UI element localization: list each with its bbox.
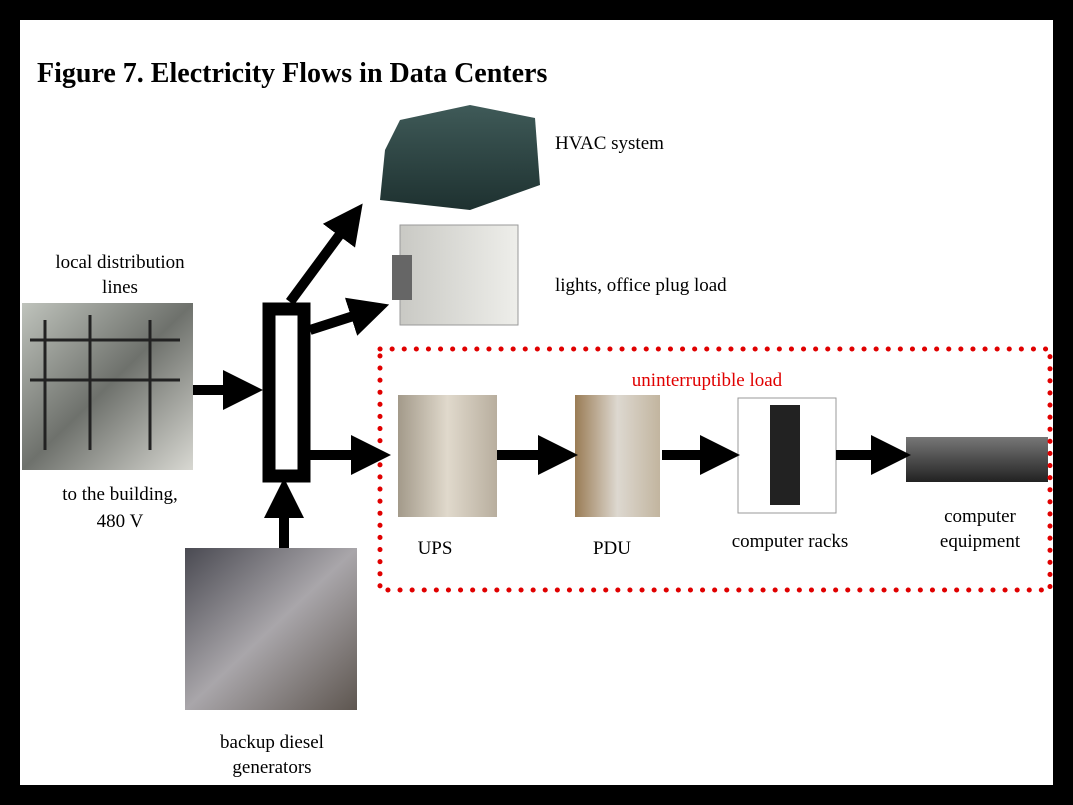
label: computer <box>944 506 1016 527</box>
label: 480 V <box>97 511 144 532</box>
label: backup diesel <box>220 732 324 753</box>
page: {"title": "Figure 7. Electricity Flows i… <box>0 0 1073 805</box>
equipment-image <box>906 437 1048 482</box>
label: lines <box>102 277 138 298</box>
copier-screen <box>392 255 412 300</box>
rack-unit <box>770 405 800 505</box>
label: UPS <box>418 538 453 559</box>
label: computer racks <box>732 531 849 552</box>
substation-image <box>22 303 193 470</box>
label: equipment <box>940 531 1021 552</box>
label: PDU <box>593 538 631 559</box>
label: uninterruptible load <box>632 370 783 391</box>
generator-image <box>185 548 357 710</box>
diagram: Figure 7. Electricity Flows in Data Cent… <box>0 0 1073 805</box>
label: lights, office plug load <box>555 275 727 296</box>
label: HVAC system <box>555 133 664 154</box>
label: generators <box>232 757 311 778</box>
label: to the building, <box>62 484 178 505</box>
copier-image <box>400 225 518 325</box>
ups-image <box>398 395 497 517</box>
title: Figure 7. Electricity Flows in Data Cent… <box>37 58 547 89</box>
label: local distribution <box>55 252 185 273</box>
pdu-image <box>575 395 660 517</box>
distribution-bus <box>269 309 304 476</box>
